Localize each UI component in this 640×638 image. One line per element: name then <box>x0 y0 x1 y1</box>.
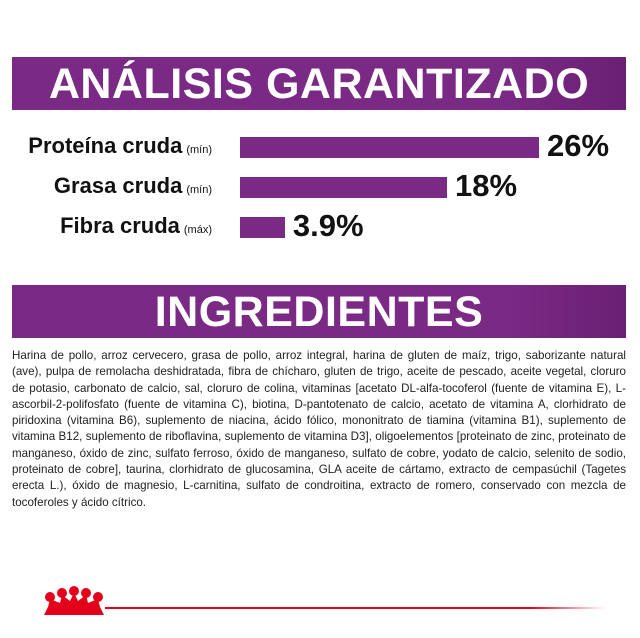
row-qualifier: (máx) <box>183 224 212 236</box>
ingredients-text: Harina de pollo, arroz cervecero, grasa … <box>12 349 626 509</box>
analysis-rows: Proteína cruda (mín) 26% Grasa cruda (mín) 18… <box>0 125 640 255</box>
row-qualifier: (mín) <box>186 144 212 156</box>
value-label: 26% <box>547 128 610 163</box>
row-label: Proteína cruda (mín) <box>28 133 212 159</box>
brand-line <box>105 607 605 609</box>
brand-logo <box>44 586 605 615</box>
bar <box>240 177 447 198</box>
bar <box>240 217 285 238</box>
row-label: Grasa cruda (mín) <box>54 173 212 199</box>
bar <box>240 137 539 158</box>
value-label: 3.9% <box>292 208 364 243</box>
ingredients-title: INGREDIENTES <box>12 285 626 338</box>
row-name: Grasa cruda <box>53 173 183 198</box>
row-label: Fibra cruda (máx) <box>60 213 212 239</box>
value-label: 18% <box>455 168 518 203</box>
crown <box>44 586 104 615</box>
row-name: Proteína cruda <box>28 133 183 158</box>
analysis-title: ANÁLISIS GARANTIZADO <box>12 57 626 110</box>
row-name: Fibra cruda <box>60 213 180 238</box>
row-qualifier: (mín) <box>186 184 212 196</box>
